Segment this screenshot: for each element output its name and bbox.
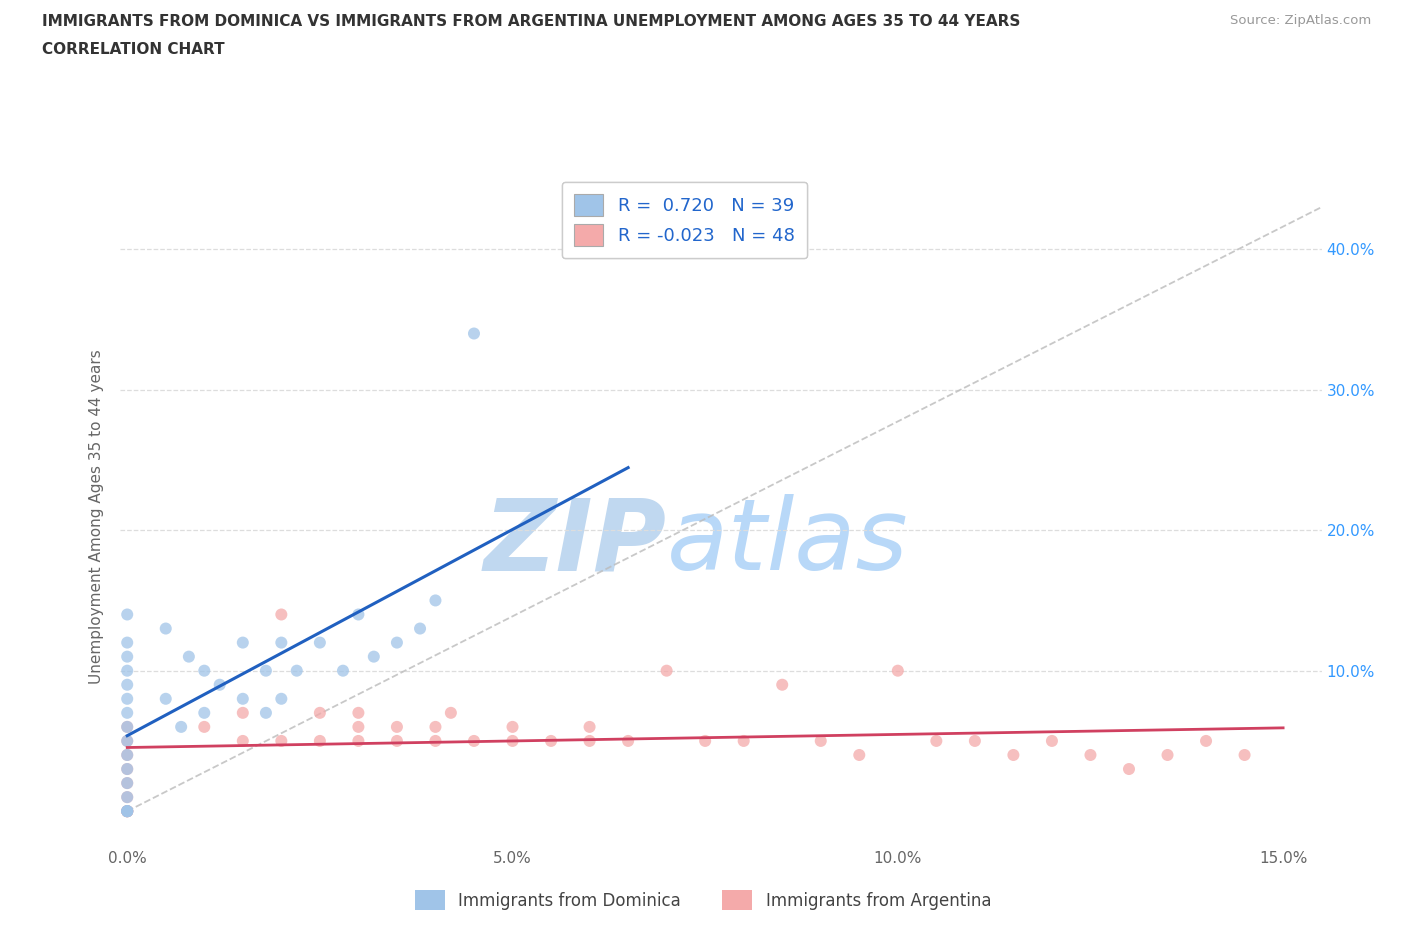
Y-axis label: Unemployment Among Ages 35 to 44 years: Unemployment Among Ages 35 to 44 years (89, 349, 104, 684)
Point (385, 734, 408, 749)
Point (655, 663, 678, 678)
Point (270, 691, 292, 706)
Point (1233, 748, 1256, 763)
Point (115, 790, 138, 804)
Point (440, 705, 463, 720)
Point (115, 804, 138, 818)
Point (963, 734, 986, 749)
Point (409, 621, 432, 636)
Point (1195, 734, 1218, 749)
Point (425, 734, 447, 749)
Point (232, 635, 254, 650)
Point (115, 748, 138, 763)
Text: Source: ZipAtlas.com: Source: ZipAtlas.com (1230, 14, 1371, 27)
Point (115, 635, 138, 650)
Point (1080, 748, 1102, 763)
Point (254, 705, 277, 720)
Point (115, 762, 138, 777)
Text: IMMIGRANTS FROM DOMINICA VS IMMIGRANTS FROM ARGENTINA UNEMPLOYMENT AMONG AGES 35: IMMIGRANTS FROM DOMINICA VS IMMIGRANTS F… (42, 14, 1021, 29)
Point (309, 635, 332, 650)
Point (270, 734, 292, 749)
Point (115, 804, 138, 818)
Point (115, 790, 138, 804)
Point (115, 804, 138, 818)
Point (115, 804, 138, 818)
Point (170, 720, 193, 735)
Point (347, 607, 370, 622)
Text: atlas: atlas (666, 494, 908, 591)
Point (115, 804, 138, 818)
Point (363, 649, 385, 664)
Point (115, 804, 138, 818)
Point (695, 734, 717, 749)
Point (1156, 748, 1178, 763)
Point (1118, 762, 1140, 777)
Point (115, 748, 138, 763)
Point (810, 734, 832, 749)
Point (193, 705, 215, 720)
Point (425, 720, 447, 735)
Point (115, 677, 138, 692)
Point (309, 705, 332, 720)
Point (193, 663, 215, 678)
Point (232, 691, 254, 706)
Point (848, 748, 870, 763)
Point (733, 734, 755, 749)
Point (347, 720, 370, 735)
Point (578, 720, 600, 735)
Text: CORRELATION CHART: CORRELATION CHART (42, 42, 225, 57)
Text: ZIP: ZIP (484, 494, 666, 591)
Point (115, 705, 138, 720)
Legend: R =  0.720   N = 39, R = -0.023   N = 48: R = 0.720 N = 39, R = -0.023 N = 48 (562, 182, 807, 259)
Point (208, 677, 231, 692)
Point (770, 677, 793, 692)
Point (254, 663, 277, 678)
Point (232, 734, 254, 749)
Point (285, 663, 308, 678)
Point (347, 705, 370, 720)
Point (155, 621, 177, 636)
Point (115, 776, 138, 790)
Point (115, 804, 138, 818)
Point (270, 635, 292, 650)
Point (1040, 734, 1063, 749)
Point (347, 734, 370, 749)
Point (502, 734, 524, 749)
Point (177, 649, 200, 664)
Point (115, 720, 138, 735)
Point (309, 734, 332, 749)
Point (332, 663, 354, 678)
Point (887, 663, 910, 678)
Point (115, 776, 138, 790)
Point (270, 607, 292, 622)
Point (1002, 748, 1025, 763)
Point (115, 663, 138, 678)
Point (115, 762, 138, 777)
Point (115, 734, 138, 749)
Point (463, 734, 485, 749)
Point (155, 691, 177, 706)
Point (425, 593, 447, 608)
Point (502, 720, 524, 735)
Point (385, 635, 408, 650)
Legend: Immigrants from Dominica, Immigrants from Argentina: Immigrants from Dominica, Immigrants fro… (408, 884, 998, 917)
Point (115, 804, 138, 818)
Point (578, 734, 600, 749)
Point (115, 649, 138, 664)
Point (193, 720, 215, 735)
Point (617, 734, 640, 749)
Point (232, 705, 254, 720)
Point (115, 607, 138, 622)
Point (463, 326, 485, 341)
Point (540, 734, 562, 749)
Point (115, 734, 138, 749)
Point (115, 691, 138, 706)
Point (115, 720, 138, 735)
Point (385, 720, 408, 735)
Point (925, 734, 948, 749)
